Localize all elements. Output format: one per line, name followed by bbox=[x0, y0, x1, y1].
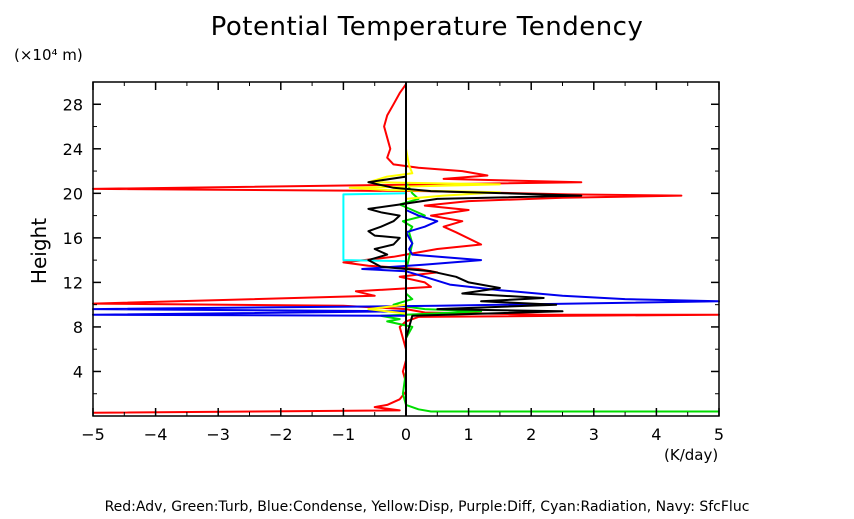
x-tick-label: 3 bbox=[589, 425, 599, 444]
x-tick-label: −3 bbox=[206, 425, 230, 444]
x-tick-label: −1 bbox=[332, 425, 356, 444]
series-line-total bbox=[367, 175, 583, 413]
x-tick-label: 5 bbox=[714, 425, 724, 444]
x-tick-label: −2 bbox=[269, 425, 293, 444]
y-axis-label: Height bbox=[27, 218, 51, 284]
y-tick-label: 4 bbox=[73, 362, 83, 381]
x-tick-label: −4 bbox=[144, 425, 168, 444]
y-axis-unit: (×10⁴ m) bbox=[14, 46, 83, 64]
y-tick-label: 8 bbox=[73, 318, 83, 337]
chart-title: Potential Temperature Tendency bbox=[210, 12, 644, 42]
y-tick-label: 16 bbox=[63, 229, 83, 248]
x-tick-label: 1 bbox=[464, 425, 474, 444]
x-tick-label: −5 bbox=[81, 425, 105, 444]
x-tick-label: 2 bbox=[526, 425, 536, 444]
series-line-turb bbox=[380, 181, 719, 413]
y-tick-label: 24 bbox=[63, 140, 83, 159]
x-axis-unit: (K/day) bbox=[664, 446, 719, 464]
legend-text: Red:Adv, Green:Turb, Blue:Condense, Yell… bbox=[104, 499, 750, 515]
x-tick-label: 4 bbox=[651, 425, 661, 444]
series-line-radiation bbox=[342, 192, 407, 263]
y-tick-label: 20 bbox=[63, 184, 83, 203]
series-line-adv bbox=[92, 83, 720, 414]
y-tick-label: 12 bbox=[63, 273, 83, 292]
x-tick-label: 0 bbox=[401, 425, 411, 444]
y-tick-label: 28 bbox=[63, 95, 83, 114]
